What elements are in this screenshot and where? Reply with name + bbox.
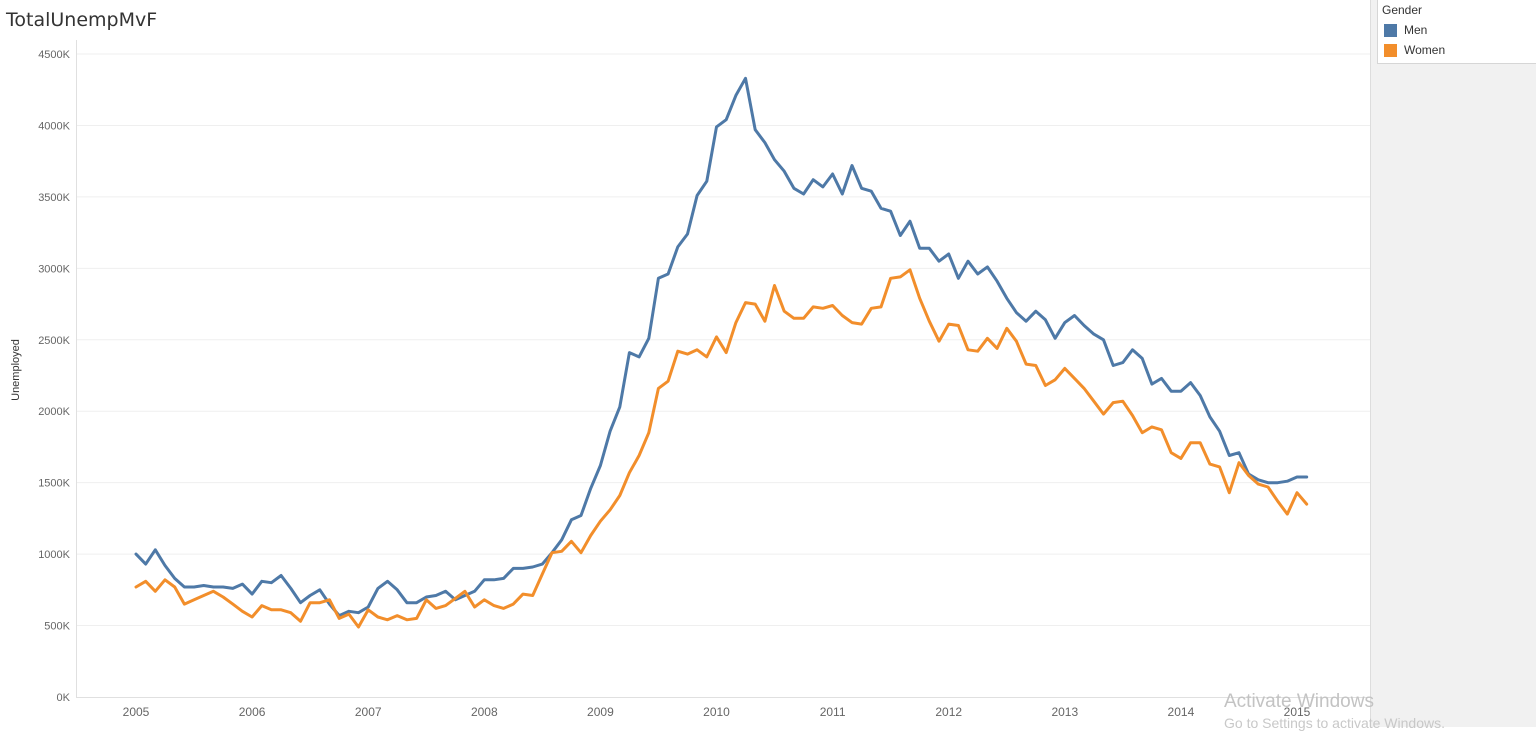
x-tick-label: 2015 [1284, 705, 1311, 719]
activation-watermark: Activate Windows [1224, 691, 1374, 712]
legend-label-men: Men [1404, 23, 1428, 37]
y-tick-label: 0K [57, 692, 71, 704]
legend-pane [1370, 0, 1536, 727]
legend: Gender Men Women [1377, 0, 1536, 64]
y-axis-label: Unemployed [10, 339, 22, 401]
x-tick-label: 2011 [820, 705, 846, 719]
x-axis-ticks: 2005 2006 2007 2008 2009 2010 2011 2012 2013 2014… [123, 705, 1311, 719]
legend-label-women: Women [1404, 43, 1446, 57]
y-tick-label: 3000K [38, 263, 70, 275]
x-tick-label: 2014 [1168, 705, 1195, 719]
line-chart: 0K 500K 1000K 1500K 2000K 2500K 3000K 3500K 4000… [10, 40, 1370, 719]
x-tick-label: 2012 [935, 705, 962, 719]
x-tick-label: 2006 [239, 705, 266, 719]
y-tick-label: 1000K [38, 549, 70, 561]
x-tick-label: 2010 [703, 705, 730, 719]
y-tick-label: 2500K [38, 335, 70, 347]
activation-watermark-sub: Go to Settings to activate Windows. [1224, 715, 1445, 731]
y-axis-ticks: 0K 500K 1000K 1500K 2000K 2500K 3000K 3500K 4000… [38, 49, 70, 704]
x-tick-label: 2008 [471, 705, 498, 719]
x-tick-label: 2009 [587, 705, 614, 719]
y-tick-label: 4000K [38, 120, 70, 132]
y-tick-label: 2000K [38, 406, 70, 418]
legend-swatch-women [1384, 44, 1397, 57]
series-line-women[interactable] [134, 268, 1309, 629]
series-lines [134, 76, 1309, 629]
y-tick-label: 3500K [38, 192, 70, 204]
legend-swatch-men [1384, 24, 1397, 37]
x-tick-label: 2005 [123, 705, 150, 719]
gridlines [76, 53, 1370, 627]
x-tick-label: 2013 [1051, 705, 1078, 719]
chart-title: TotalUnempMvF [6, 9, 158, 31]
y-tick-label: 4500K [38, 49, 70, 61]
y-tick-label: 1500K [38, 478, 70, 490]
y-tick-label: 500K [44, 621, 70, 633]
x-tick-label: 2007 [355, 705, 382, 719]
legend-title: Gender [1382, 3, 1423, 17]
